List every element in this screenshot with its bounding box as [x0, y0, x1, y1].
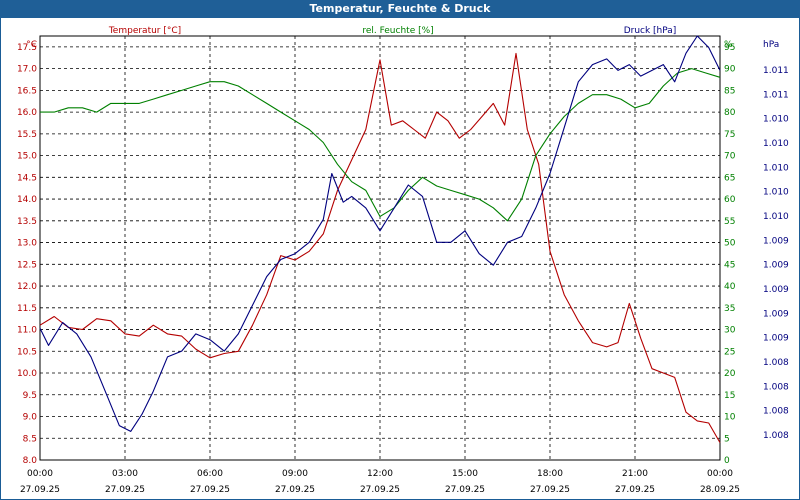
x-tick-time-label: 21:00 [622, 469, 648, 479]
temperature-tick-label: 11.0 [17, 326, 37, 336]
humidity-tick-label: 85 [724, 86, 735, 96]
humidity-tick-label: 45 [724, 260, 735, 270]
x-tick-time-label: 12:00 [367, 469, 393, 479]
legend-temperature: Temperatur [°C] [108, 26, 181, 36]
x-tick-time-label: 03:00 [112, 469, 138, 479]
humidity-tick-label: 55 [724, 217, 735, 227]
x-tick-date-label: 27.09.25 [20, 485, 60, 495]
legend-humidity: rel. Feuchte [%] [362, 26, 433, 36]
temperature-tick-label: 17.0 [17, 65, 37, 75]
temperature-tick-label: 15.0 [17, 152, 37, 162]
x-tick-time-label: 18:00 [537, 469, 563, 479]
humidity-tick-label: 15 [724, 391, 735, 401]
x-tick-date-label: 27.09.25 [445, 485, 485, 495]
pressure-tick-label: 1.010 [763, 139, 789, 149]
humidity-tick-label: 30 [724, 326, 736, 336]
temperature-tick-label: 16.5 [17, 86, 37, 96]
pressure-tick-label: 1.008 [763, 358, 789, 368]
x-tick-time-label: 15:00 [452, 469, 478, 479]
pressure-tick-label: 1.008 [763, 431, 789, 441]
temperature-unit-label: °C [26, 40, 37, 50]
pressure-tick-label: 1.009 [763, 236, 789, 246]
pressure-tick-label: 1.008 [763, 407, 789, 417]
pressure-tick-label: 1.010 [763, 115, 789, 125]
temperature-tick-label: 12.5 [17, 260, 37, 270]
humidity-tick-label: 70 [724, 152, 736, 162]
humidity-tick-label: 25 [724, 347, 735, 357]
temperature-tick-label: 14.5 [17, 173, 37, 183]
humidity-tick-label: 10 [724, 413, 736, 423]
humidity-tick-label: 20 [724, 369, 736, 379]
temperature-tick-label: 10.5 [17, 347, 37, 357]
temperature-tick-label: 13.0 [17, 239, 37, 249]
pressure-tick-label: 1.010 [763, 163, 789, 173]
pressure-tick-label: 1.009 [763, 309, 789, 319]
pressure-tick-label: 1.009 [763, 334, 789, 344]
series-line-pressure [39, 35, 721, 432]
x-tick-time-label: 00:00 [27, 469, 53, 479]
humidity-tick-label: 35 [724, 304, 735, 314]
temperature-tick-label: 9.0 [23, 413, 38, 423]
humidity-tick-label: 5 [724, 434, 730, 444]
x-tick-date-label: 27.09.25 [275, 485, 315, 495]
x-tick-time-label: 00:00 [707, 469, 733, 479]
humidity-unit-label: % [724, 40, 733, 50]
x-tick-date-label: 27.09.25 [615, 485, 655, 495]
pressure-tick-label: 1.011 [763, 66, 789, 76]
x-tick-date-label: 27.09.25 [190, 485, 230, 495]
pressure-tick-label: 1.008 [763, 382, 789, 392]
x-tick-date-label: 27.09.25 [530, 485, 570, 495]
temperature-tick-label: 11.5 [17, 304, 37, 314]
x-tick-date-label: 27.09.25 [105, 485, 145, 495]
temperature-tick-label: 8.5 [23, 434, 37, 444]
pressure-tick-label: 1.011 [763, 90, 789, 100]
pressure-unit-label: hPa [763, 40, 779, 50]
x-tick-time-label: 06:00 [197, 469, 223, 479]
temperature-tick-label: 8.0 [23, 456, 38, 466]
series-line-humidity [40, 68, 721, 222]
humidity-tick-label: 90 [724, 65, 736, 75]
series-line-temperature [39, 52, 721, 443]
temperature-tick-label: 9.5 [23, 391, 37, 401]
x-tick-time-label: 09:00 [282, 469, 308, 479]
humidity-tick-label: 65 [724, 173, 735, 183]
humidity-tick-label: 60 [724, 195, 736, 205]
humidity-tick-label: 75 [724, 130, 735, 140]
pressure-tick-label: 1.010 [763, 212, 789, 222]
x-tick-date-label: 28.09.25 [700, 485, 740, 495]
temperature-tick-label: 16.0 [17, 108, 37, 118]
humidity-tick-label: 0 [724, 456, 730, 466]
temperature-tick-label: 12.0 [17, 282, 37, 292]
humidity-tick-label: 50 [724, 239, 736, 249]
temperature-tick-label: 10.0 [17, 369, 37, 379]
humidity-tick-label: 80 [724, 108, 736, 118]
temperature-tick-label: 15.5 [17, 130, 37, 140]
pressure-tick-label: 1.009 [763, 285, 789, 295]
temperature-tick-label: 17.5 [17, 43, 37, 53]
humidity-tick-label: 95 [724, 43, 735, 53]
pressure-tick-label: 1.010 [763, 188, 789, 198]
temperature-tick-label: 14.0 [17, 195, 37, 205]
x-tick-date-label: 27.09.25 [360, 485, 400, 495]
temperature-tick-label: 13.5 [17, 217, 37, 227]
pressure-tick-label: 1.009 [763, 261, 789, 271]
legend-pressure: Druck [hPa] [624, 26, 677, 36]
chart-title: Temperatur, Feuchte & Druck [0, 0, 800, 18]
humidity-tick-label: 40 [724, 282, 736, 292]
